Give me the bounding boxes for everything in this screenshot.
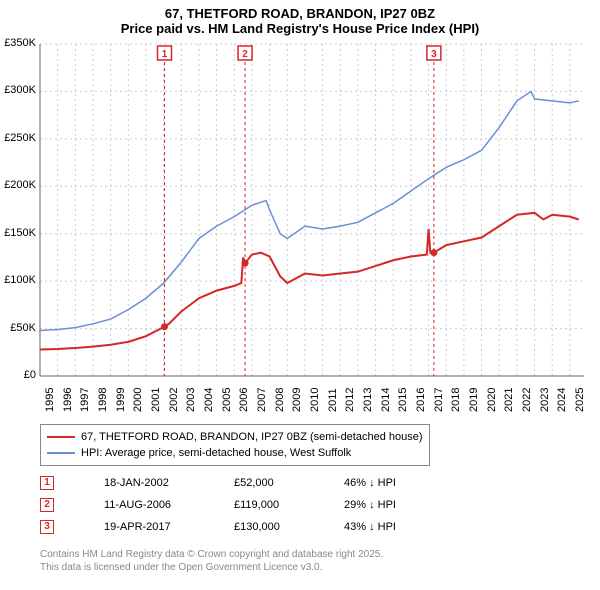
- x-tick-label: 1998: [97, 388, 109, 412]
- footer-line-2: This data is licensed under the Open Gov…: [40, 561, 383, 574]
- annotation-marker: 1: [40, 476, 54, 490]
- legend-label: 67, THETFORD ROAD, BRANDON, IP27 0BZ (se…: [81, 431, 423, 443]
- y-tick-label: £50K: [0, 322, 36, 334]
- annotation-row: 2 11-AUG-2006 £119,000 29% ↓ HPI: [40, 494, 434, 516]
- x-tick-label: 2022: [521, 388, 533, 412]
- x-tick-label: 2001: [150, 388, 162, 412]
- legend: 67, THETFORD ROAD, BRANDON, IP27 0BZ (se…: [40, 424, 430, 466]
- y-tick-label: £300K: [0, 84, 36, 96]
- x-tick-label: 2015: [397, 388, 409, 412]
- y-tick-label: £200K: [0, 179, 36, 191]
- annotation-price: £52,000: [234, 477, 294, 489]
- annotation-table: 1 18-JAN-2002 £52,000 46% ↓ HPI 2 11-AUG-2006…: [40, 472, 434, 538]
- svg-text:2: 2: [242, 49, 248, 60]
- y-tick-label: £350K: [0, 37, 36, 49]
- x-tick-label: 2019: [468, 388, 480, 412]
- x-tick-label: 2002: [168, 388, 180, 412]
- price-chart: 1 2 3: [0, 0, 600, 420]
- y-tick-label: £100K: [0, 274, 36, 286]
- annotation-marker: 2: [40, 498, 54, 512]
- x-tick-label: 1997: [79, 388, 91, 412]
- y-tick-label: £0: [0, 369, 36, 381]
- x-tick-label: 2018: [450, 388, 462, 412]
- annotation-price: £130,000: [234, 521, 294, 533]
- x-tick-label: 2014: [380, 388, 392, 412]
- legend-label: HPI: Average price, semi-detached house,…: [81, 447, 351, 459]
- x-tick-label: 2005: [221, 388, 233, 412]
- x-tick-label: 1995: [44, 388, 56, 412]
- legend-item: HPI: Average price, semi-detached house,…: [47, 445, 423, 461]
- x-tick-label: 2024: [556, 388, 568, 412]
- x-tick-label: 2020: [486, 388, 498, 412]
- x-tick-label: 2009: [291, 388, 303, 412]
- x-tick-label: 2010: [309, 388, 321, 412]
- svg-text:1: 1: [162, 49, 168, 60]
- x-tick-label: 2004: [203, 388, 215, 412]
- annotation-date: 11-AUG-2006: [104, 499, 184, 511]
- x-tick-label: 2016: [415, 388, 427, 412]
- x-tick-label: 2006: [238, 388, 250, 412]
- x-tick-label: 2021: [503, 388, 515, 412]
- x-tick-label: 1999: [115, 388, 127, 412]
- y-tick-label: £150K: [0, 227, 36, 239]
- x-tick-label: 2008: [274, 388, 286, 412]
- annotation-marker: 3: [40, 520, 54, 534]
- legend-swatch: [47, 452, 75, 454]
- annotation-row: 3 19-APR-2017 £130,000 43% ↓ HPI: [40, 516, 434, 538]
- x-tick-label: 1996: [62, 388, 74, 412]
- annotation-row: 1 18-JAN-2002 £52,000 46% ↓ HPI: [40, 472, 434, 494]
- x-tick-label: 2003: [185, 388, 197, 412]
- annotation-date: 18-JAN-2002: [104, 477, 184, 489]
- x-tick-label: 2013: [362, 388, 374, 412]
- x-tick-label: 2012: [344, 388, 356, 412]
- y-tick-label: £250K: [0, 132, 36, 144]
- legend-swatch: [47, 436, 75, 438]
- legend-item: 67, THETFORD ROAD, BRANDON, IP27 0BZ (se…: [47, 429, 423, 445]
- x-tick-label: 2023: [539, 388, 551, 412]
- x-tick-label: 2011: [327, 388, 339, 412]
- footer-line-1: Contains HM Land Registry data © Crown c…: [40, 548, 383, 561]
- annotation-pct: 43% ↓ HPI: [344, 521, 434, 533]
- footer-attribution: Contains HM Land Registry data © Crown c…: [40, 548, 383, 574]
- annotation-date: 19-APR-2017: [104, 521, 184, 533]
- x-tick-label: 2007: [256, 388, 268, 412]
- svg-text:3: 3: [431, 49, 437, 60]
- x-tick-label: 2017: [433, 388, 445, 412]
- x-tick-label: 2025: [574, 388, 586, 412]
- annotation-price: £119,000: [234, 499, 294, 511]
- annotation-pct: 46% ↓ HPI: [344, 477, 434, 489]
- x-tick-label: 2000: [132, 388, 144, 412]
- annotation-pct: 29% ↓ HPI: [344, 499, 434, 511]
